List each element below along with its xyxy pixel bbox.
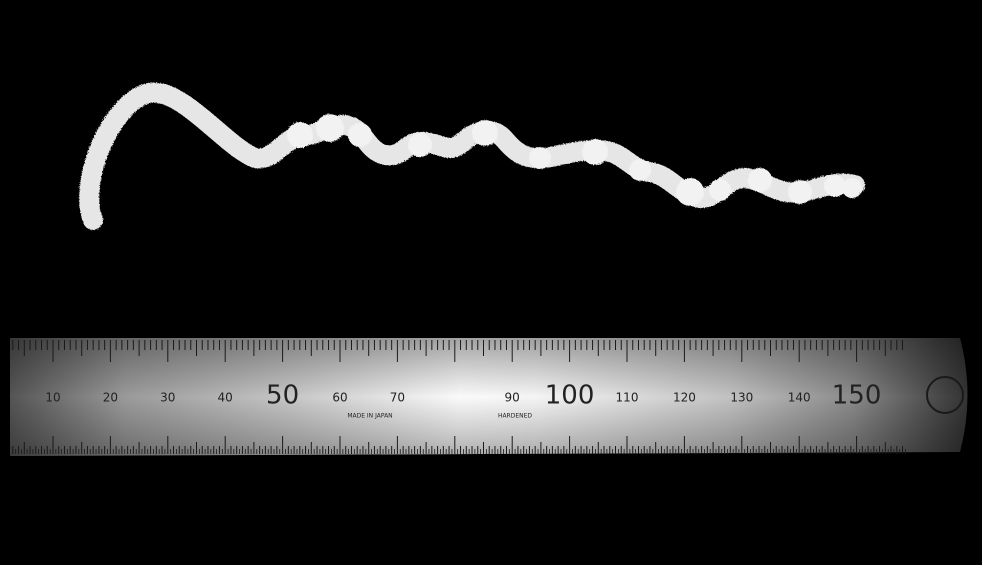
ruler-number: 30 xyxy=(160,391,175,405)
ruler-number: 70 xyxy=(390,391,405,405)
ruler-number: 130 xyxy=(730,391,753,405)
ruler-number: 20 xyxy=(103,391,118,405)
specimen xyxy=(79,82,865,230)
ruler-number: 10 xyxy=(45,391,60,405)
ruler-number: 100 xyxy=(545,381,595,411)
ruler-number: 90 xyxy=(505,391,520,405)
ruler-number: 50 xyxy=(266,381,299,411)
ruler-shade xyxy=(10,338,968,456)
maker-text: MADE IN JAPAN xyxy=(347,413,392,420)
note-text: HARDENED xyxy=(498,413,532,420)
ruler: MADE IN JAPAN HARDENED 10 20 30 40 50 60 70 90 1… xyxy=(10,338,968,456)
ruler-number: 150 xyxy=(832,381,882,411)
ruler-number: 110 xyxy=(616,391,639,405)
ruler-hole xyxy=(926,376,964,414)
ruler-number: 60 xyxy=(332,391,347,405)
ruler-number: 40 xyxy=(218,391,233,405)
ruler-number: 140 xyxy=(788,391,811,405)
ruler-number: 120 xyxy=(673,391,696,405)
